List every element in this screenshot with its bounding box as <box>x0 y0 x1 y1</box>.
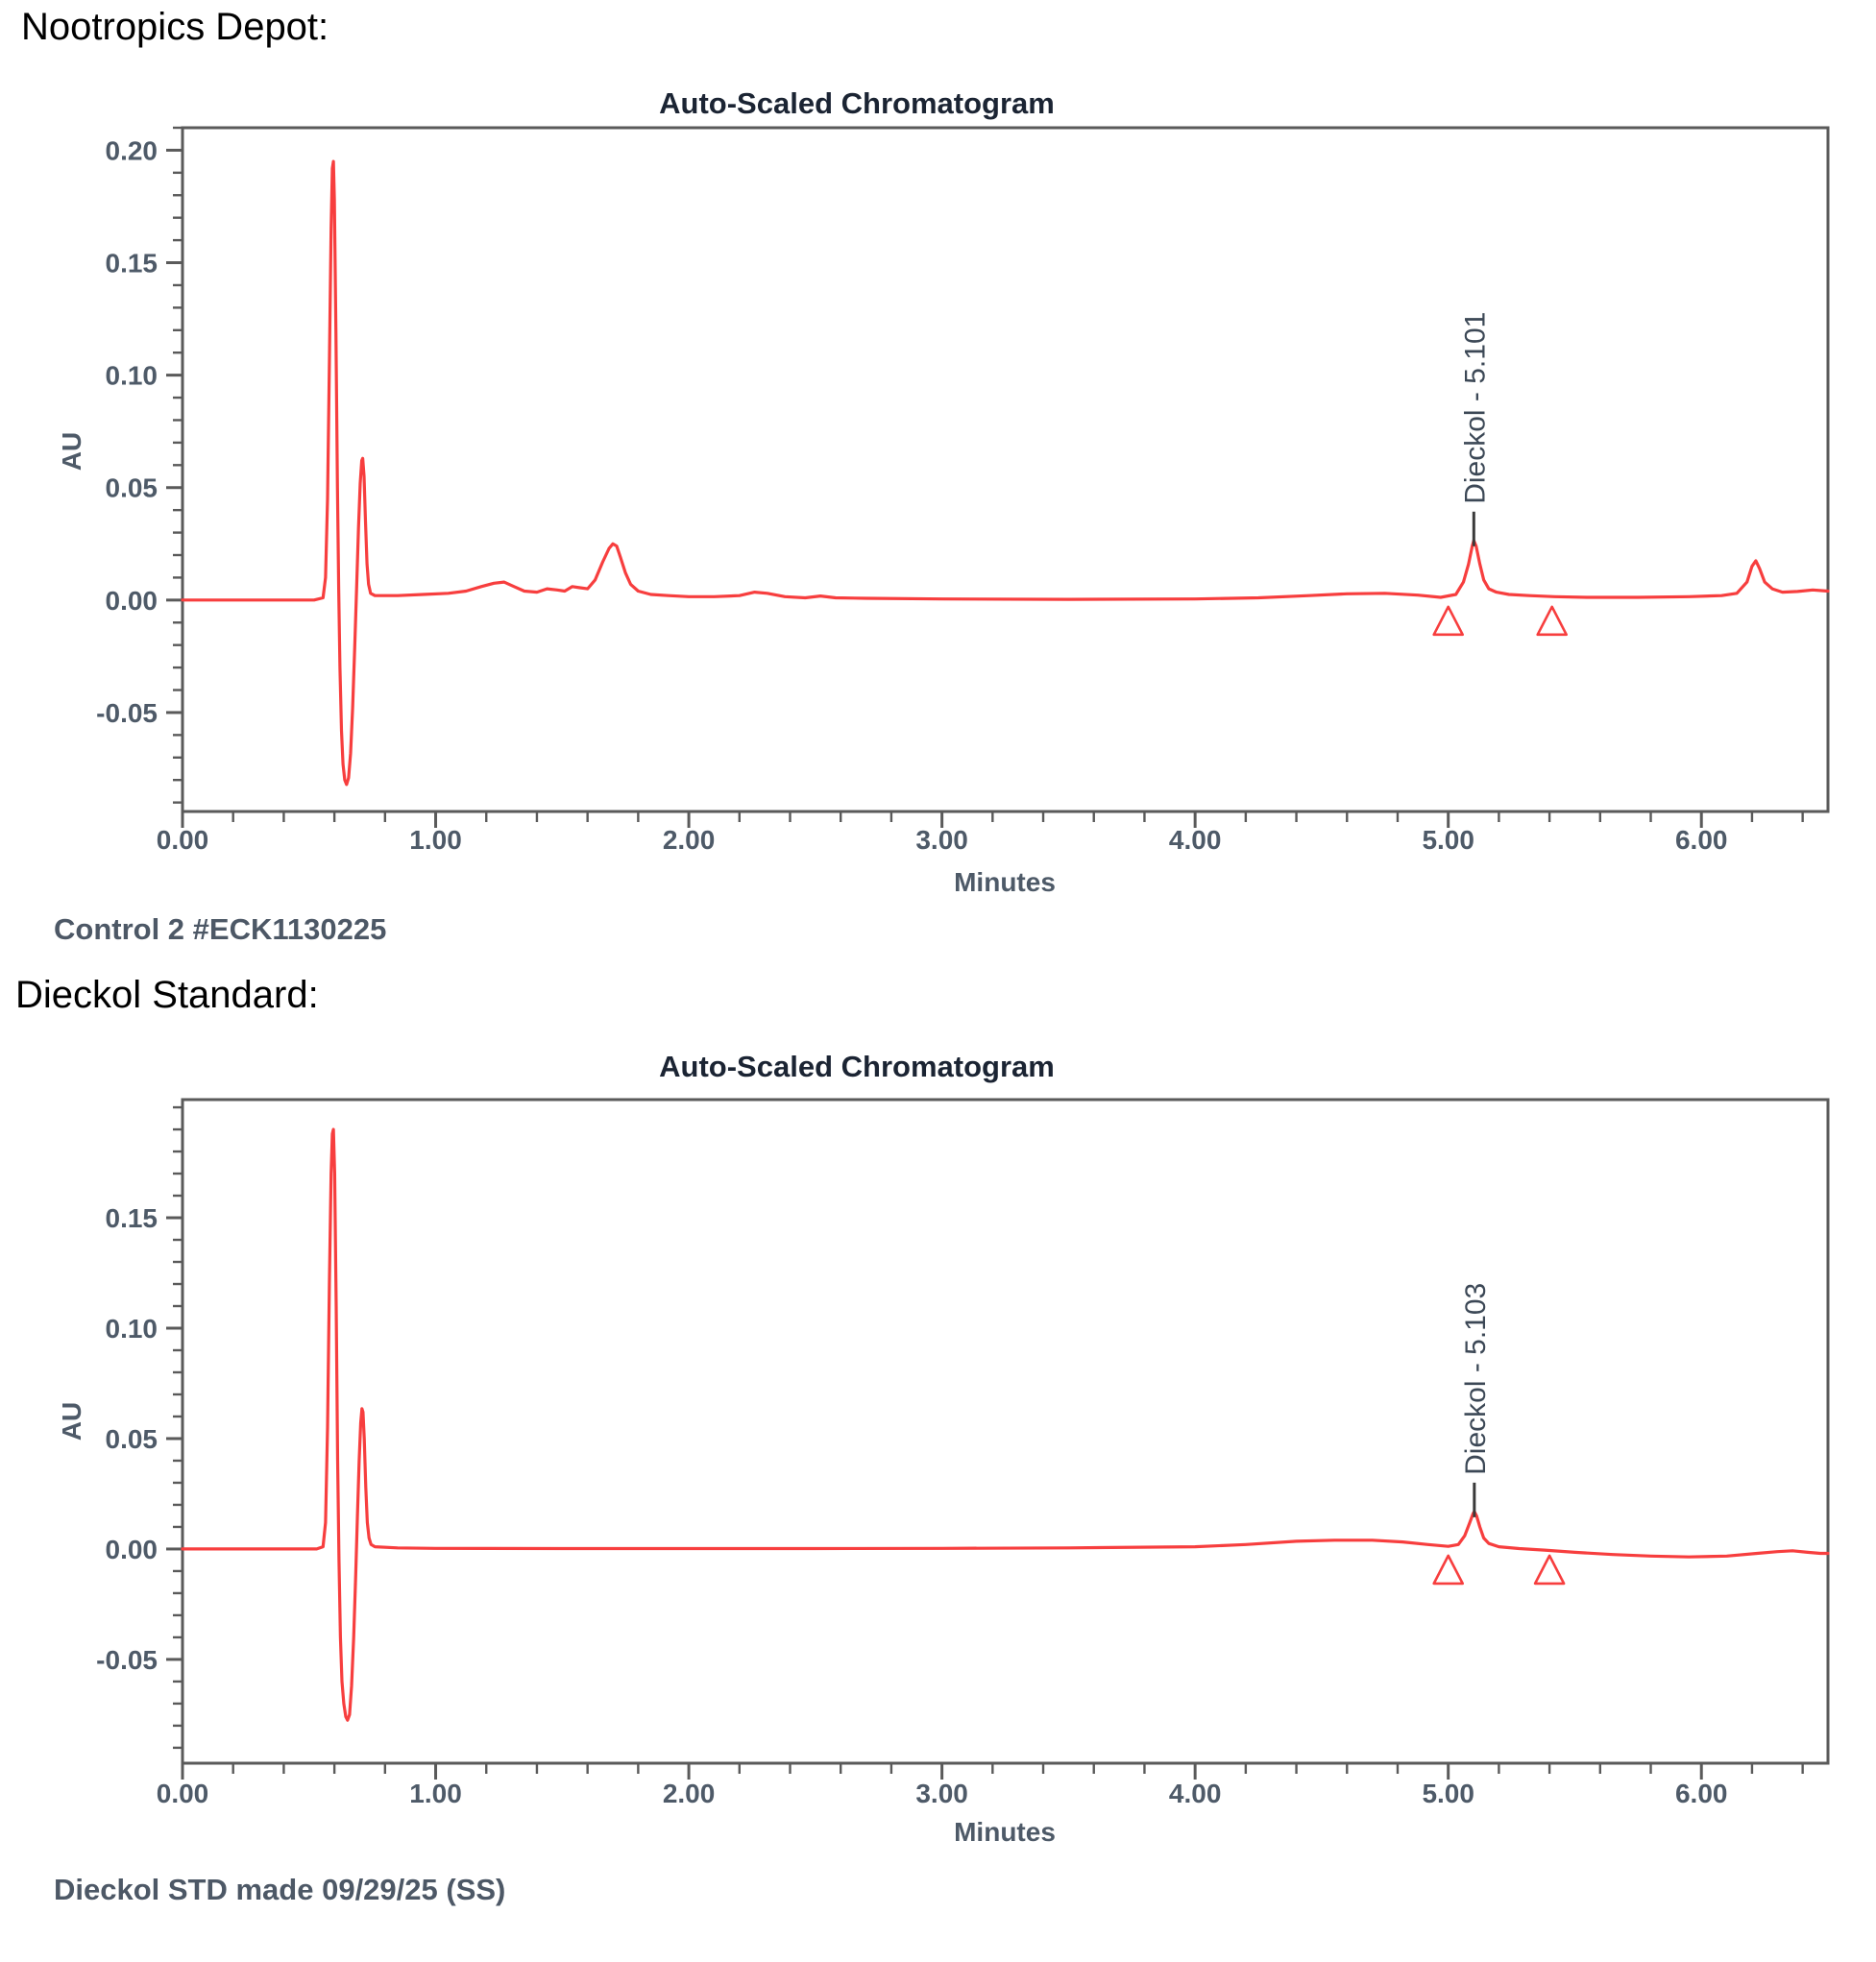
x-axis-tick-label: 4.00 <box>1169 1779 1222 1808</box>
y-axis-tick-label: 0.00 <box>106 586 158 616</box>
y-axis-tick-label: 0.15 <box>106 1203 158 1233</box>
x-axis-tick-label: 5.00 <box>1422 1779 1474 1808</box>
x-axis-tick-label: 5.00 <box>1422 825 1474 855</box>
axis-title-au: AU <box>57 432 86 471</box>
y-axis-tick-label: -0.05 <box>96 698 158 728</box>
section-heading-nootropics-depot: Nootropics Depot: <box>21 6 329 48</box>
y-axis-tick-label: 0.15 <box>106 249 158 279</box>
peak-label: Dieckol - 5.103 <box>1460 1283 1492 1475</box>
y-axis-tick-label: 0.10 <box>106 361 158 391</box>
x-axis-tick-label: 4.00 <box>1169 825 1222 855</box>
trace-line <box>181 159 1830 787</box>
section-heading-dieckol-standard: Dieckol Standard: <box>15 974 319 1016</box>
chart-2-caption: Dieckol STD made 09/29/25 (SS) <box>54 1873 506 1906</box>
plot-frame <box>181 126 1830 813</box>
x-axis-tick-label: 6.00 <box>1675 1779 1728 1808</box>
x-axis-tick-label: 1.00 <box>409 1779 462 1808</box>
x-axis-tick-label: 1.00 <box>409 825 462 855</box>
y-axis-tick-label: 0.20 <box>106 135 158 165</box>
peak-label: Dieckol - 5.101 <box>1459 312 1491 504</box>
chart-title: Auto-Scaled Chromatogram <box>659 1050 1055 1083</box>
chart-1-caption: Control 2 #ECK1130225 <box>54 912 387 946</box>
integration-marker-triangle <box>1432 605 1464 637</box>
y-axis-tick-label: 0.05 <box>106 473 158 503</box>
axis-title-minutes: Minutes <box>954 867 1056 897</box>
trace-line <box>181 1127 1830 1722</box>
y-axis-tick-label: 0.05 <box>106 1424 158 1454</box>
y-axis-tick-label: 0.10 <box>106 1314 158 1344</box>
y-axis-tick-label: 0.00 <box>106 1535 158 1564</box>
x-axis-tick-label: 0.00 <box>157 825 209 855</box>
x-axis-tick-label: 3.00 <box>915 825 968 855</box>
chart-2: Auto-Scaled Chromatogram -0.05 0.00 0.05 0.1… <box>57 1050 1830 1847</box>
x-axis-tick-label: 0.00 <box>157 1779 209 1808</box>
x-axis-tick-label: 6.00 <box>1675 825 1728 855</box>
chart-title: Auto-Scaled Chromatogram <box>659 86 1055 120</box>
plot-frame <box>181 1098 1830 1765</box>
integration-marker-triangle <box>1536 605 1568 637</box>
axis-title-minutes: Minutes <box>954 1817 1056 1847</box>
chart-1: Auto-Scaled Chromatogram -0.05 0.00 0.05 0.1… <box>57 86 1830 897</box>
integration-marker-triangle <box>1432 1554 1464 1586</box>
integration-marker-triangle <box>1533 1554 1566 1586</box>
axis-title-au: AU <box>57 1402 86 1441</box>
x-axis-tick-label: 2.00 <box>663 1779 716 1808</box>
y-axis-tick-label: -0.05 <box>96 1645 158 1675</box>
x-axis-tick-label: 2.00 <box>663 825 716 855</box>
x-axis-tick-label: 3.00 <box>915 1779 968 1808</box>
